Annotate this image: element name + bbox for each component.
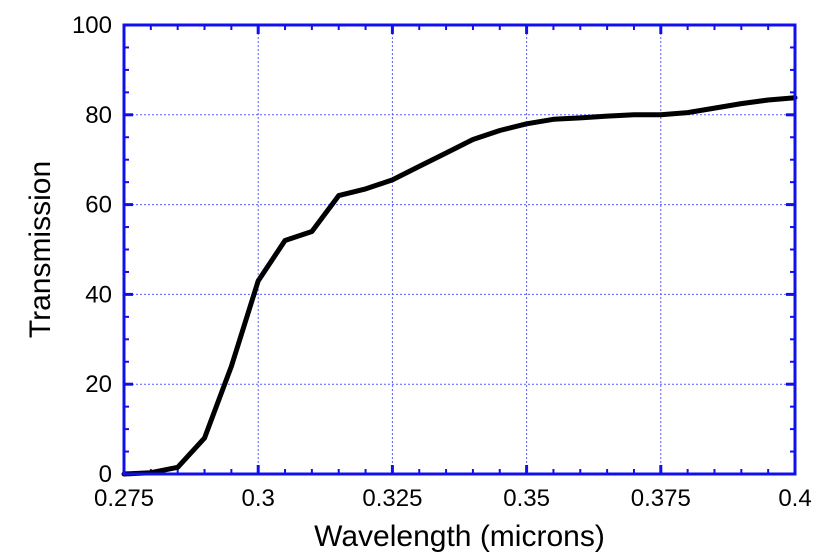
- x-axis-title: Wavelength (microns): [314, 520, 605, 553]
- x-tick-labels: 0.275 0.3 0.325 0.35 0.375 0.4: [94, 485, 812, 512]
- transmission-series-line: [121, 95, 798, 477]
- x-tick-label: 0.275: [94, 485, 154, 512]
- x-tick-label: 0.4: [778, 485, 811, 512]
- y-tick-label: 60: [85, 192, 112, 219]
- x-tick-label: 0.325: [362, 485, 422, 512]
- y-tick-label: 80: [85, 102, 112, 129]
- plot-frame: [122, 23, 797, 476]
- y-tick-label: 100: [72, 12, 112, 39]
- y-tick-labels: 0 20 40 60 80 100: [72, 12, 112, 488]
- x-tick-label: 0.3: [242, 485, 275, 512]
- x-tick-label: 0.375: [631, 485, 691, 512]
- y-tick-label: 40: [85, 281, 112, 308]
- y-tick-label: 0: [99, 461, 112, 488]
- y-tick-label: 20: [85, 371, 112, 398]
- axis-ticks: [122, 23, 797, 476]
- series-layer: [121, 95, 798, 477]
- y-axis-title: Transmission: [24, 161, 57, 338]
- grid-lines: [124, 25, 795, 474]
- x-tick-label: 0.35: [503, 485, 550, 512]
